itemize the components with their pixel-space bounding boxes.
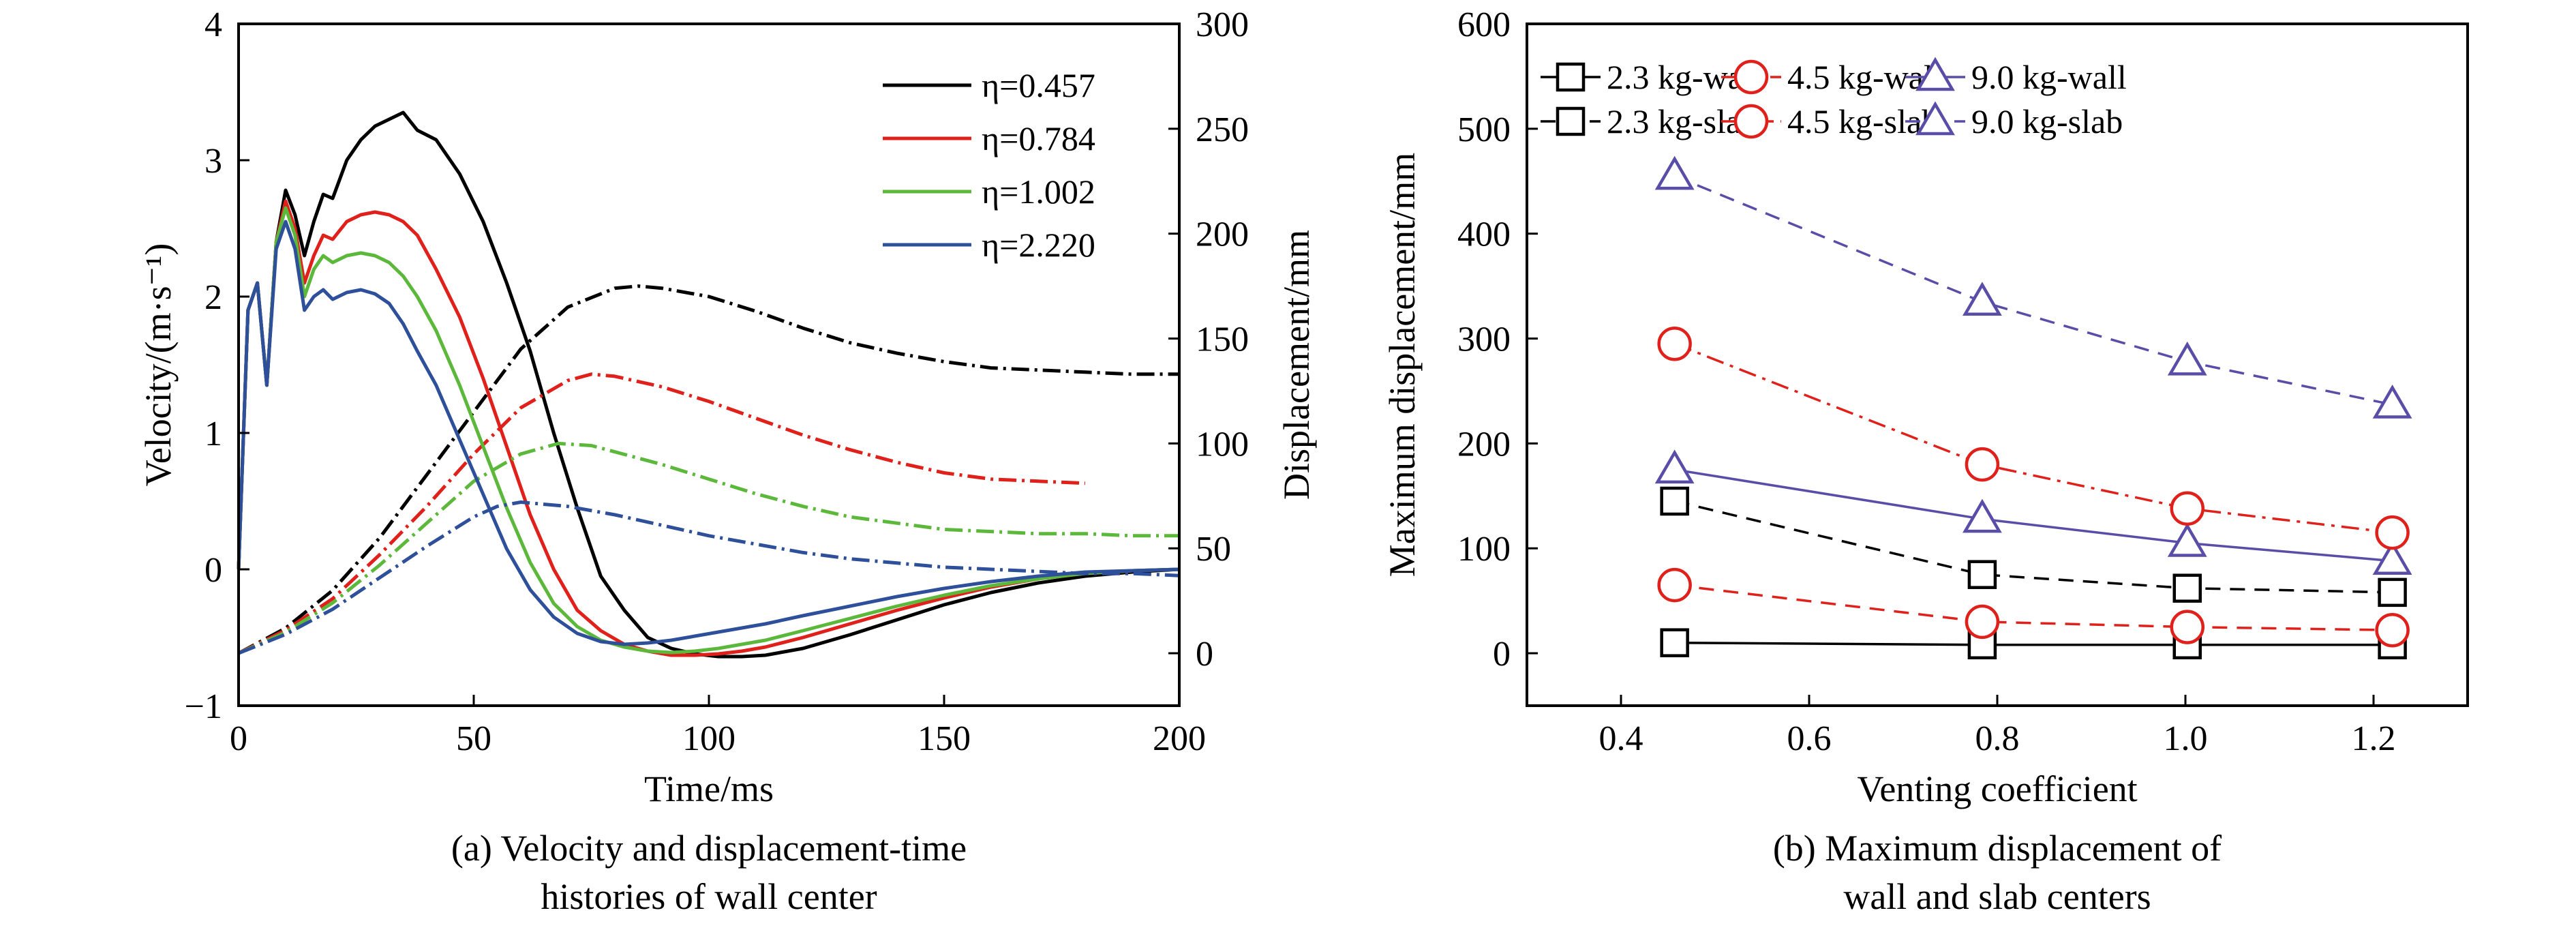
chart-b-x-tick-label-2: 0.8: [1975, 719, 2020, 758]
chart-b-point-2-0: [1654, 449, 1695, 484]
chart-b-caption-line-2: wall and slab centers: [1843, 876, 2151, 917]
chart-a-y-left-tick-label-1: 0: [204, 551, 222, 590]
chart-b-point-3-0: [1660, 486, 1689, 516]
chart-a-velocity-line-0: [237, 110, 1180, 659]
chart-b-caption-line-1: (b) Maximum displacement of: [1773, 828, 2222, 869]
chart-b-legend-label-2: 9.0 kg-wall: [1971, 58, 2127, 96]
chart-b-point-3-2: [2172, 573, 2202, 603]
chart-a-y-left-tick-label-3: 2: [204, 278, 222, 317]
chart-a-x-axis-label: Time/ms: [644, 768, 774, 809]
chart-a-y-left-tick-label-5: 4: [204, 5, 222, 44]
chart-b-plot-area: [1654, 155, 2412, 660]
chart-a-legend-label-0: η=0.457: [982, 66, 1095, 104]
chart-b: 0.4 0.6 0.8 1.0 1.2 0 100 200 300 400 500 600 Venti…: [1382, 5, 2469, 917]
chart-a-velocity-line-1: [237, 199, 1180, 657]
chart-b-point-4-1: [1965, 447, 2000, 482]
chart-a-x-tick-label-1: 50: [456, 719, 491, 758]
chart-a-displacement-line-0: [237, 284, 1179, 655]
chart-b-point-2-3: [2372, 541, 2412, 575]
chart-a-x-tick-label-2: 100: [682, 719, 736, 758]
chart-a-plot-area: [237, 110, 1180, 659]
chart-b-y-tick-label-0: 0: [1493, 635, 1511, 674]
chart-b-x-axis-label: Venting coefficient: [1857, 768, 2137, 809]
chart-b-legend-marker-4: [1733, 104, 1769, 139]
chart-a-y-right-tick-label-5: 250: [1196, 110, 1249, 149]
chart-b-point-1-3: [2375, 612, 2410, 648]
chart-a-y-axis-label-right: Displacement/mm: [1276, 230, 1317, 500]
chart-a-displacement-line-3: [238, 500, 1180, 655]
chart-a-y-left-tick-label-0: −1: [185, 687, 222, 726]
chart-a-displacement-line-2: [237, 441, 1179, 655]
chart-a-y-right-tick-label-1: 50: [1196, 530, 1231, 569]
chart-a-y-left-tick-label-4: 3: [204, 142, 222, 181]
chart-a-x-tick-label-4: 200: [1153, 719, 1206, 758]
chart-b-x-tick-label-4: 1.2: [2352, 719, 2396, 758]
chart-a-velocity-line-3: [237, 220, 1180, 646]
chart-b-series-line-3: [1674, 500, 2393, 594]
chart-b-y-tick-label-5: 500: [1457, 110, 1511, 149]
chart-b-point-3-1: [1967, 560, 1997, 589]
chart-b-series-line-1: [1674, 584, 2393, 631]
chart-a-y-right-tick-label-0: 0: [1196, 635, 1213, 674]
chart-b-series-line-5: [1674, 175, 2393, 406]
chart-b-point-5-2: [2167, 341, 2207, 376]
chart-b-point-3-3: [2378, 578, 2407, 608]
chart-a-y-right-tick-label-4: 200: [1196, 215, 1249, 254]
chart-b-point-1-1: [1965, 604, 2000, 640]
chart-b-x-tick-label-0: 0.4: [1599, 719, 1643, 758]
chart-b-y-tick-label-3: 300: [1457, 320, 1511, 359]
chart-a-legend-label-2: η=1.002: [982, 172, 1095, 211]
chart-b-point-2-2: [2167, 523, 2207, 557]
chart-b-y-tick-label-2: 200: [1457, 425, 1511, 464]
chart-a-velocity-line-2: [237, 206, 1180, 655]
chart-b-legend-marker-1: [1733, 59, 1769, 95]
chart-a-y-axis-label-left: Velocity/(m·s⁻¹): [138, 243, 179, 487]
chart-b-series-line-4: [1674, 342, 2393, 534]
chart-b-point-5-3: [2372, 384, 2412, 419]
chart-b-y-tick-label-6: 600: [1457, 5, 1511, 44]
chart-b-point-5-1: [1963, 282, 2002, 316]
chart-a-y-right-tick-label-2: 100: [1196, 425, 1249, 464]
chart-a-displacement-line-1: [237, 372, 1086, 655]
chart-b-point-0-0: [1660, 628, 1689, 657]
chart-b-series-line-2: [1674, 468, 2393, 562]
chart-b-legend-label-5: 9.0 kg-slab: [1971, 102, 2123, 140]
chart-b-x-tick-label-1: 0.6: [1787, 719, 1832, 758]
chart-b-legend-marker-2: [1915, 57, 1955, 91]
chart-a-y-right-tick-label-6: 300: [1196, 5, 1249, 44]
chart-b-y-tick-label-4: 400: [1457, 215, 1511, 254]
chart-a-legend-label-1: η=0.784: [982, 119, 1095, 158]
chart-a-legend: η=0.457 η=0.784 η=1.002 η=2.220: [883, 66, 1095, 264]
chart-a-x-tick-label-3: 150: [918, 719, 971, 758]
chart-b-point-5-0: [1654, 155, 1695, 190]
chart-a-caption-line-1: (a) Velocity and displacement-time: [451, 828, 967, 869]
chart-a-y-left-tick-label-2: 1: [204, 415, 222, 453]
chart-b-legend-marker-3: [1556, 106, 1586, 136]
chart-b-point-4-3: [2375, 515, 2410, 550]
chart-b-x-tick-label-3: 1.0: [2164, 719, 2208, 758]
chart-b-y-axis-label: Maximum displacement/mm: [1382, 153, 1423, 577]
chart-b-point-2-1: [1963, 498, 2002, 533]
chart-a-x-tick-label-0: 0: [230, 719, 247, 758]
chart-b-point-4-0: [1657, 326, 1692, 361]
chart-a-caption-line-2: histories of wall center: [541, 876, 877, 917]
chart-a-legend-label-3: η=2.220: [982, 226, 1095, 264]
chart-b-legend-marker-0: [1556, 62, 1586, 92]
chart-a-y-right-tick-label-3: 150: [1196, 320, 1249, 359]
chart-b-point-1-0: [1657, 567, 1692, 603]
chart-b-legend-marker-5: [1915, 101, 1955, 136]
chart-b-point-4-2: [2170, 491, 2205, 526]
chart-b-point-1-2: [2170, 610, 2205, 644]
chart-b-series-line-0: [1674, 641, 2393, 646]
chart-b-y-tick-label-1: 100: [1457, 530, 1511, 569]
chart-b-ticks: 0.4 0.6 0.8 1.0 1.2 0 100 200 300 400 500 600: [1457, 5, 2396, 758]
